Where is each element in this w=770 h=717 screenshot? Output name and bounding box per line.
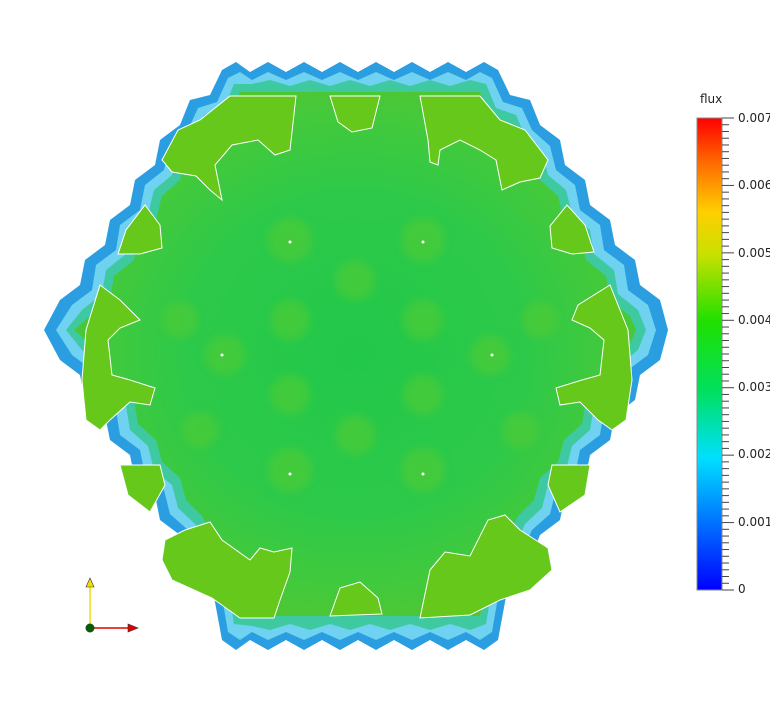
legend-label-0005: 0.005 [738,246,770,260]
legend-label-0007: 0.007 [738,111,770,125]
flux-field [44,62,668,650]
contour-lobes [81,95,633,619]
legend-label-0001: 0.001 [738,515,770,529]
legend-ticks [722,117,734,591]
field-core [74,92,636,616]
z-axis-origin-icon [85,623,95,633]
legend-label-0: 0 [738,582,746,596]
legend-label-0004: 0.004 [738,313,770,327]
legend-label-0002: 0.002 [738,447,770,461]
orientation-axes [85,577,139,633]
legend-label-0006: 0.006 [738,178,770,192]
pin-markers [220,240,494,476]
x-axis-arrow-icon [127,623,139,633]
y-axis-arrow-icon [85,577,95,588]
pin-hotspots [162,218,558,492]
color-legend[interactable] [696,117,734,591]
legend-title: flux [700,92,723,106]
legend-color-bar [696,117,723,591]
legend-label-0003: 0.003 [738,380,770,394]
